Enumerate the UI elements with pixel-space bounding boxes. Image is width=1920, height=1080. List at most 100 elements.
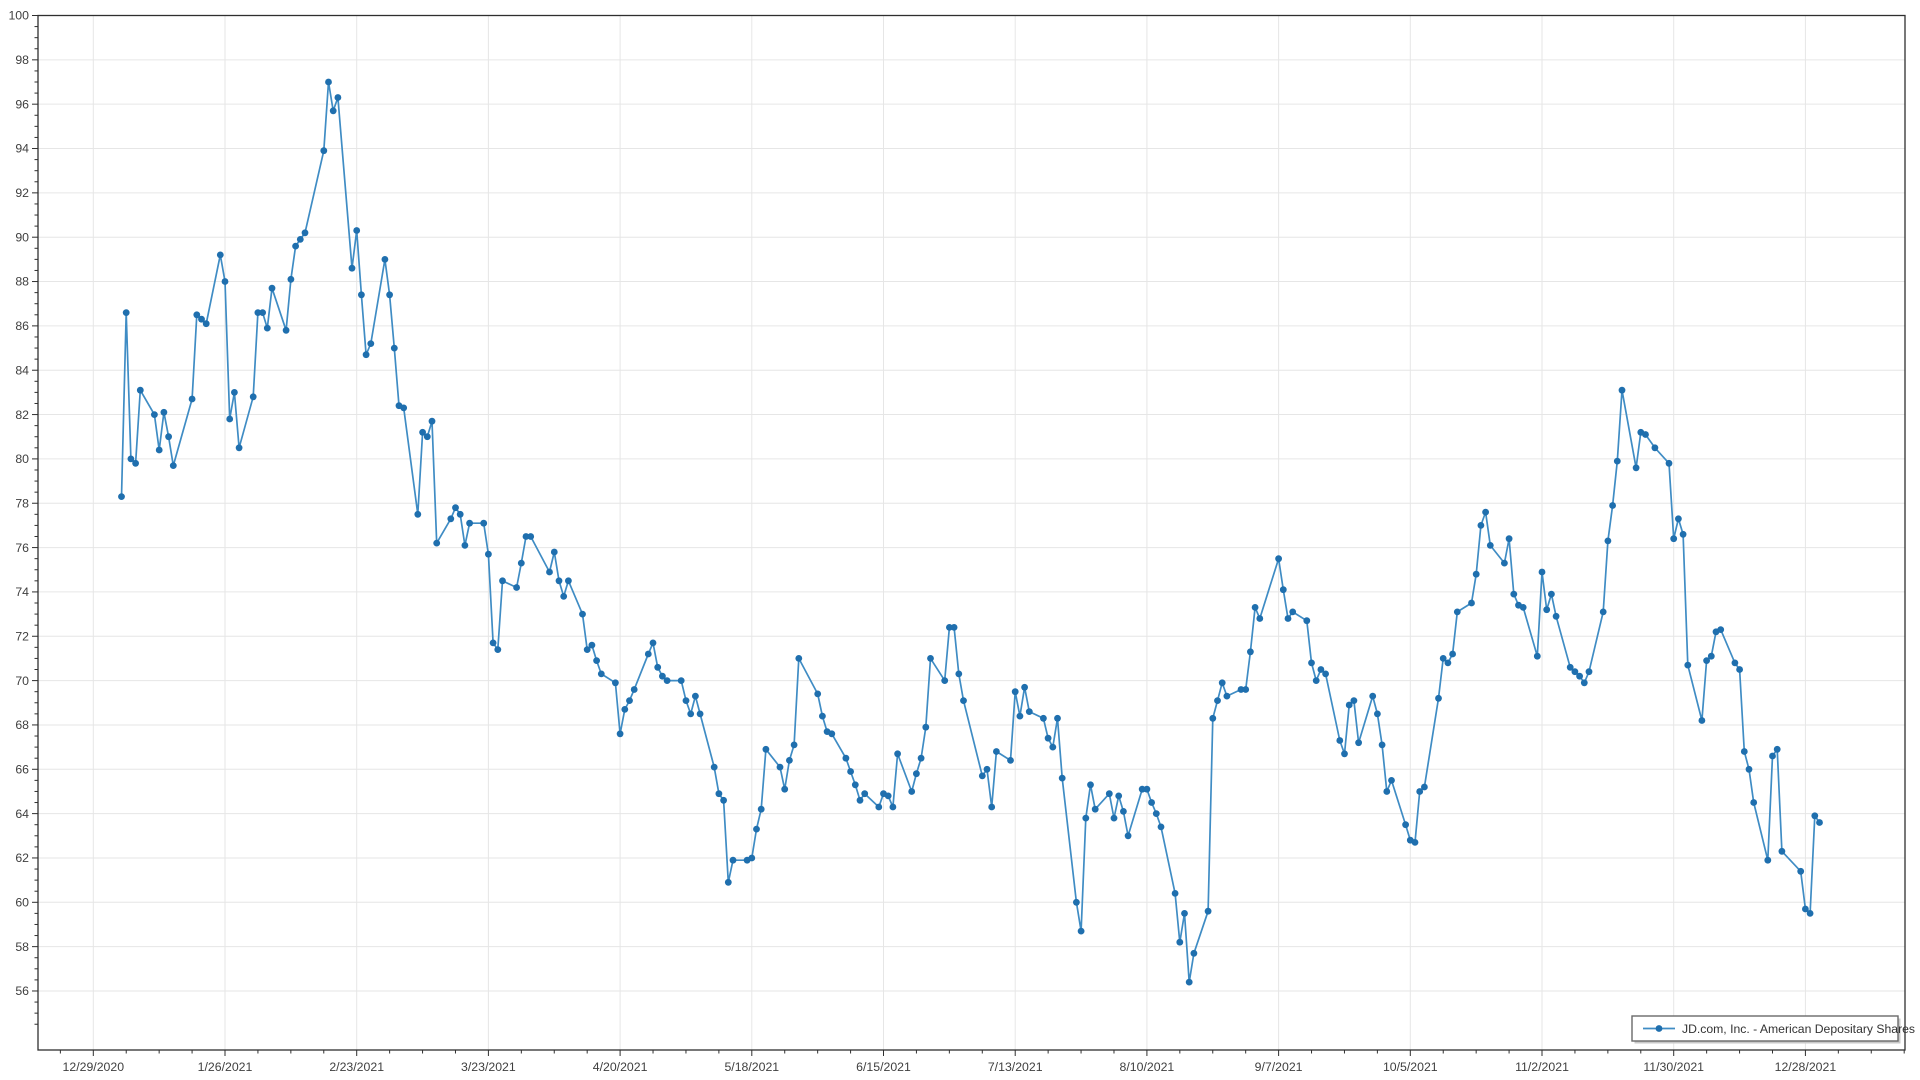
- data-point: [193, 311, 201, 319]
- data-point: [1435, 694, 1442, 702]
- y-tick-label: 78: [15, 496, 29, 510]
- data-point: [456, 510, 464, 518]
- data-point: [1058, 774, 1066, 782]
- data-point: [993, 748, 1000, 755]
- legend-marker-dot: [1655, 1025, 1663, 1032]
- data-point: [188, 395, 196, 403]
- data-point: [1049, 743, 1057, 751]
- data-point: [593, 657, 600, 664]
- plot-border: [37, 14, 1906, 1051]
- data-point: [1505, 535, 1513, 543]
- data-point: [1279, 586, 1287, 594]
- data-point: [1642, 431, 1649, 438]
- data-point: [748, 854, 756, 862]
- data-point: [955, 670, 963, 678]
- data-point: [221, 278, 229, 285]
- data-point: [983, 765, 991, 773]
- data-point: [1176, 938, 1184, 946]
- data-point: [1378, 741, 1386, 749]
- data-point: [296, 236, 304, 243]
- data-point: [781, 785, 789, 793]
- data-point: [1769, 752, 1776, 760]
- data-point: [753, 825, 760, 833]
- data-point: [1110, 814, 1118, 822]
- data-point: [1317, 666, 1325, 673]
- y-tick-label: 90: [15, 230, 29, 244]
- legend[interactable]: JD.com, Inc. - American Depositary Share…: [1631, 1015, 1915, 1044]
- data-point: [1764, 856, 1772, 864]
- data-point: [1383, 788, 1391, 795]
- data-point: [1087, 781, 1094, 789]
- data-point: [1802, 905, 1809, 913]
- data-point: [1054, 714, 1061, 722]
- data-point: [1322, 670, 1329, 678]
- x-tick-label: 3/23/2021: [461, 1060, 516, 1074]
- data-point: [612, 679, 619, 687]
- data-point: [1143, 785, 1151, 793]
- data-point: [287, 275, 295, 283]
- data-point: [908, 788, 916, 795]
- data-point: [1811, 812, 1819, 820]
- y-tick-label: 74: [15, 585, 29, 599]
- data-point: [198, 315, 205, 323]
- data-point: [263, 324, 271, 332]
- data-point: [757, 805, 765, 813]
- data-point: [616, 730, 624, 738]
- data-point: [1698, 717, 1706, 724]
- x-axis-labels: 12/29/2020 1/26/2021 2/23/2021 3/23/2021 4/2…: [63, 1060, 1837, 1074]
- data-point: [875, 803, 883, 811]
- y-tick-label: 84: [15, 363, 29, 377]
- data-point: [720, 796, 727, 804]
- data-point: [1218, 679, 1226, 687]
- y-tick-label: 100: [8, 9, 29, 23]
- data-point: [165, 433, 173, 441]
- data-point: [480, 519, 488, 527]
- data-point: [362, 351, 370, 359]
- data-point: [715, 790, 723, 798]
- data-point: [1312, 677, 1320, 684]
- data-point: [517, 559, 525, 567]
- data-point: [1350, 697, 1358, 704]
- data-point: [978, 772, 986, 780]
- data-point: [696, 710, 704, 718]
- x-tick-label: 7/13/2021: [988, 1060, 1043, 1074]
- legend-label: JD.com, Inc. - American Depositary Share…: [1682, 1022, 1915, 1036]
- data-point: [1185, 978, 1193, 986]
- data-point: [1124, 832, 1132, 840]
- y-tick-label: 70: [15, 674, 29, 688]
- data-point: [254, 309, 262, 316]
- data-point: [1740, 748, 1748, 755]
- data-point: [1073, 898, 1080, 906]
- data-point: [358, 291, 365, 299]
- y-axis-labels: 56 58 60 62 64 66 68 70 72 74 76 78 80 82 84 86 88 90 92 94…: [8, 9, 29, 998]
- data-point: [499, 577, 506, 585]
- data-point: [268, 284, 276, 292]
- data-point: [1604, 537, 1612, 545]
- data-point: [447, 515, 455, 523]
- data-point: [1797, 867, 1805, 875]
- data-point: [386, 291, 393, 299]
- x-tick-label: 2/23/2021: [329, 1060, 384, 1074]
- data-point: [1444, 659, 1452, 667]
- data-point: [1021, 683, 1028, 691]
- data-point: [1402, 821, 1409, 829]
- data-point: [710, 763, 718, 771]
- gridlines: [38, 15, 1905, 1050]
- data-point: [348, 264, 356, 272]
- data-point: [226, 415, 234, 423]
- data-point: [663, 677, 671, 684]
- data-point: [682, 697, 690, 704]
- y-tick-label: 58: [15, 940, 29, 954]
- data-point: [894, 750, 901, 758]
- data-point: [353, 227, 361, 234]
- y-tick-label: 98: [15, 53, 29, 67]
- data-point: [724, 878, 732, 886]
- data-point: [231, 389, 238, 396]
- axis-ticks: [32, 15, 1905, 1056]
- data-point: [259, 309, 266, 316]
- data-point: [1745, 765, 1753, 773]
- data-point: [941, 677, 949, 684]
- data-point: [1242, 686, 1250, 693]
- data-point: [1082, 814, 1090, 822]
